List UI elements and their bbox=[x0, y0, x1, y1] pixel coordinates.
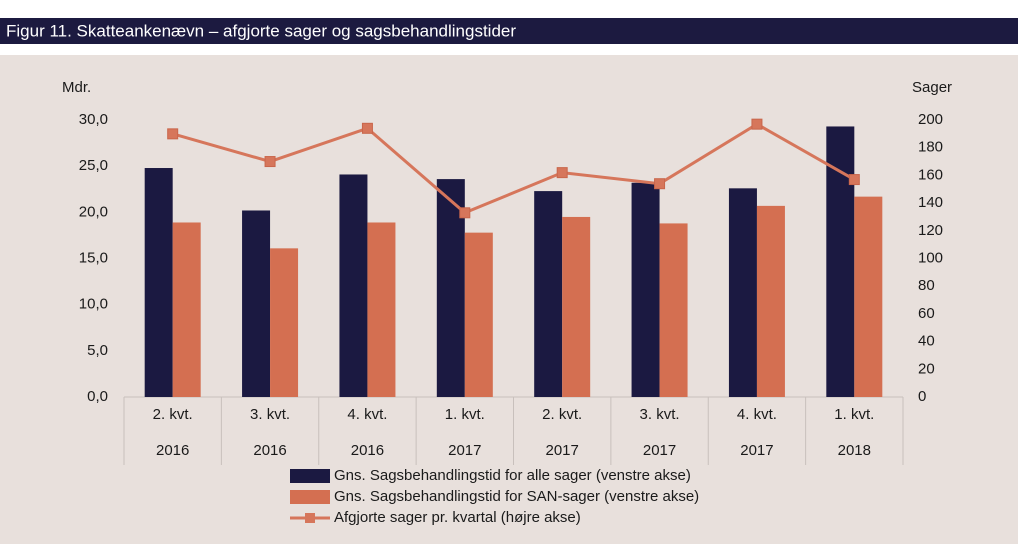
y-tick-label: 0,0 bbox=[87, 388, 108, 405]
y-tick-label: 20,0 bbox=[79, 203, 108, 220]
legend-swatch bbox=[290, 469, 330, 483]
bar bbox=[534, 191, 563, 397]
chart-title: Figur 11. Skatteankenævn – afgjorte sage… bbox=[6, 21, 516, 40]
y-tick-label: 25,0 bbox=[79, 157, 108, 174]
y-tick-label: 10,0 bbox=[79, 296, 108, 313]
line-marker bbox=[848, 174, 860, 186]
bar bbox=[242, 210, 271, 397]
legend-swatch bbox=[290, 490, 330, 504]
bar bbox=[659, 223, 688, 397]
y2-tick-label: 200 bbox=[918, 111, 943, 128]
bar bbox=[172, 222, 201, 397]
y-axis-title: Mdr. bbox=[62, 79, 91, 96]
line-marker bbox=[459, 207, 471, 219]
x-tick-label: 3. kvt. bbox=[640, 406, 680, 423]
line-marker bbox=[654, 178, 666, 190]
bar bbox=[562, 216, 591, 397]
x-tick-label: 2017 bbox=[643, 442, 676, 459]
y2-tick-label: 80 bbox=[918, 277, 935, 294]
line-marker bbox=[751, 118, 763, 130]
x-tick-label: 2017 bbox=[740, 442, 773, 459]
line bbox=[172, 122, 856, 215]
title-bar bbox=[0, 18, 1018, 44]
y-tick-label: 30,0 bbox=[79, 111, 108, 128]
y2-tick-label: 20 bbox=[918, 360, 935, 377]
x-tick-label: 2017 bbox=[448, 442, 481, 459]
line-marker bbox=[361, 122, 373, 134]
y-tick-label: 5,0 bbox=[87, 342, 108, 359]
y2-tick-label: 60 bbox=[918, 305, 935, 322]
y-tick-label: 15,0 bbox=[79, 249, 108, 266]
bar bbox=[756, 205, 785, 397]
y2-tick-label: 180 bbox=[918, 139, 943, 156]
x-tick-label: 3. kvt. bbox=[250, 406, 290, 423]
legend-label: Afgjorte sager pr. kvartal (højre akse) bbox=[334, 509, 581, 526]
bar bbox=[270, 248, 299, 397]
x-tick-label: 4. kvt. bbox=[737, 406, 777, 423]
x-tick-label: 2. kvt. bbox=[153, 406, 193, 423]
x-tick-label: 2016 bbox=[351, 442, 384, 459]
bar bbox=[367, 222, 396, 397]
x-tick-label: 4. kvt. bbox=[347, 406, 387, 423]
y2-tick-label: 120 bbox=[918, 222, 943, 239]
line-marker bbox=[167, 128, 179, 140]
y2-tick-label: 140 bbox=[918, 194, 943, 211]
x-tick-label: 2. kvt. bbox=[542, 406, 582, 423]
bar bbox=[631, 182, 660, 397]
y2-tick-label: 0 bbox=[918, 388, 926, 405]
x-tick-label: 2017 bbox=[546, 442, 579, 459]
bar bbox=[144, 168, 173, 397]
y2-tick-label: 100 bbox=[918, 249, 943, 266]
x-tick-label: 2016 bbox=[156, 442, 189, 459]
bar bbox=[464, 232, 493, 397]
x-tick-label: 2018 bbox=[838, 442, 871, 459]
legend-swatch-marker bbox=[305, 513, 315, 523]
x-tick-label: 1. kvt. bbox=[445, 406, 485, 423]
y2-tick-label: 40 bbox=[918, 333, 935, 350]
y2-tick-label: 160 bbox=[918, 166, 943, 183]
bar bbox=[339, 174, 368, 397]
bar bbox=[854, 196, 883, 397]
line-marker bbox=[556, 167, 568, 179]
legend-label: Gns. Sagsbehandlingstid for SAN-sager (v… bbox=[334, 488, 699, 505]
bar bbox=[728, 188, 757, 397]
legend-label: Gns. Sagsbehandlingstid for alle sager (… bbox=[334, 467, 691, 484]
line-marker bbox=[264, 156, 276, 168]
y2-axis-title: Sager bbox=[912, 79, 952, 96]
x-tick-label: 2016 bbox=[253, 442, 286, 459]
x-tick-label: 1. kvt. bbox=[834, 406, 874, 423]
